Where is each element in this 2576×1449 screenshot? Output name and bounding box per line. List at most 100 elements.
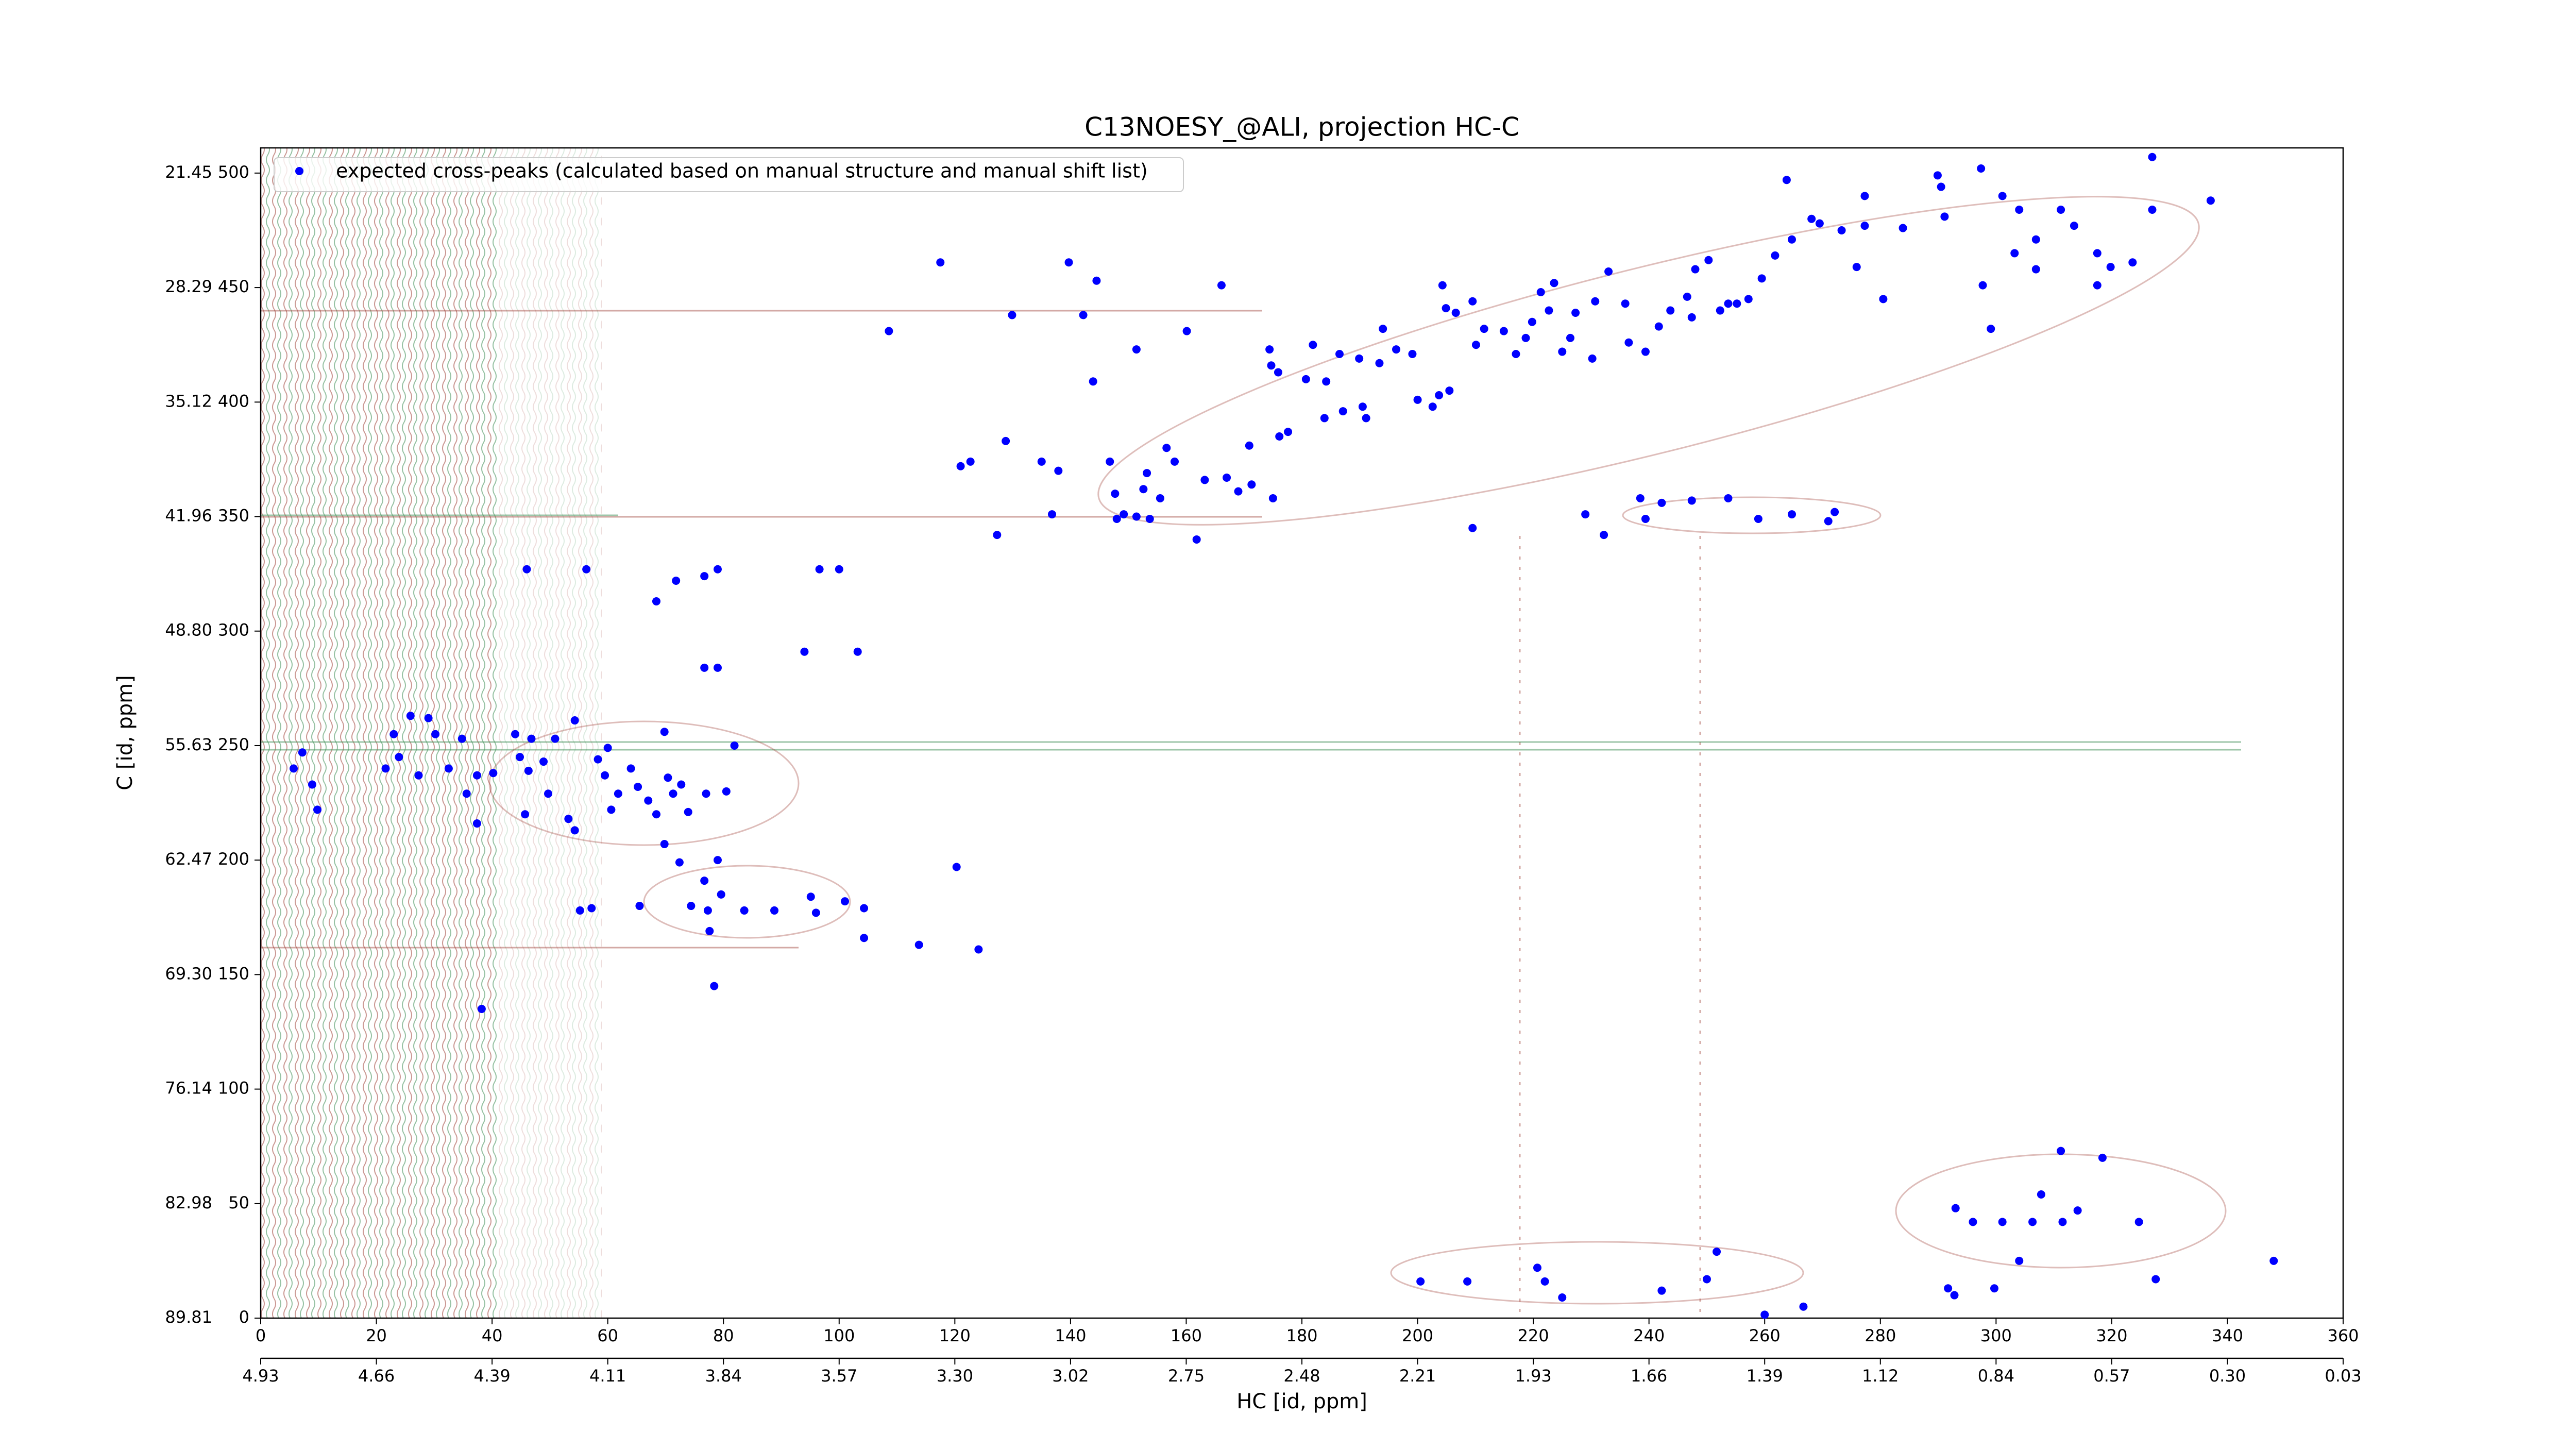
- cross-peak: [2073, 1206, 2082, 1215]
- cross-peak: [1320, 414, 1329, 423]
- cross-peak: [1156, 494, 1164, 502]
- x-ppm-tick-label: 1.93: [1515, 1366, 1551, 1386]
- cross-peak: [914, 940, 923, 949]
- cross-peak: [634, 782, 642, 791]
- cross-peak: [2151, 1275, 2160, 1284]
- cross-peak: [677, 780, 686, 789]
- cross-peak: [1428, 402, 1437, 411]
- x-ppm-tick-label: 2.21: [1399, 1366, 1436, 1386]
- x-tick-label: 20: [366, 1326, 387, 1345]
- cross-peak: [687, 902, 696, 911]
- cross-peak: [575, 906, 584, 915]
- cross-peak: [1724, 494, 1733, 502]
- cross-peak: [1480, 325, 1488, 333]
- cross-peak: [1744, 295, 1753, 304]
- cross-peak: [1624, 338, 1633, 347]
- y-ppm-tick-label: 76.14: [165, 1079, 212, 1098]
- cross-peak: [635, 902, 644, 911]
- cross-peak: [952, 863, 961, 871]
- cross-peak: [462, 789, 471, 798]
- cross-peak: [1987, 325, 1995, 333]
- cross-peak: [684, 807, 692, 816]
- cross-peak: [700, 572, 709, 581]
- x-tick-label: 100: [823, 1326, 855, 1345]
- cross-peak: [2015, 1256, 2024, 1265]
- cross-peak: [2093, 249, 2102, 258]
- y-tick-label: 350: [218, 506, 249, 526]
- cross-peak: [1950, 1291, 1959, 1300]
- cross-peak: [1435, 391, 1444, 399]
- cross-peak: [1416, 1277, 1425, 1286]
- cross-peak: [1200, 476, 1209, 484]
- cross-peak: [1442, 304, 1450, 313]
- cross-peak: [1860, 222, 1869, 230]
- x-ppm-tick-label: 0.30: [2209, 1366, 2246, 1386]
- cross-peak: [1182, 327, 1191, 335]
- x-tick-label: 140: [1055, 1326, 1086, 1345]
- y-axis-label: C [id, ppm]: [113, 675, 137, 790]
- cross-peak: [1716, 306, 1724, 315]
- cross-peak: [570, 826, 579, 835]
- cross-peak: [511, 730, 520, 738]
- y-ppm-tick-label: 28.29: [165, 277, 212, 296]
- x-tick-label: 300: [1980, 1326, 2012, 1345]
- cross-peak: [521, 810, 530, 819]
- cross-peak: [1787, 235, 1796, 244]
- y-ppm-tick-label: 41.96: [165, 506, 212, 526]
- cross-peak: [1621, 299, 1630, 308]
- x-ppm-tick-label: 4.66: [358, 1366, 395, 1386]
- cross-peak: [1990, 1284, 1998, 1293]
- x-ppm-tick-label: 0.57: [2093, 1366, 2130, 1386]
- cross-peak: [313, 805, 322, 814]
- cross-peak: [1064, 258, 1073, 267]
- cross-peak: [1106, 457, 1114, 466]
- cross-peak: [815, 565, 824, 574]
- cross-peak: [381, 764, 390, 773]
- cross-peak: [1588, 354, 1597, 363]
- cross-peak: [406, 712, 415, 720]
- cross-peak: [1754, 514, 1762, 523]
- cross-peak: [444, 764, 453, 773]
- cross-peak: [1757, 274, 1766, 283]
- cross-peak: [1192, 535, 1201, 544]
- cross-peak: [1468, 524, 1477, 532]
- cross-peak: [2148, 153, 2157, 161]
- cross-peak: [1284, 428, 1293, 436]
- y-ppm-tick-label: 69.30: [165, 964, 212, 983]
- cross-peak: [713, 565, 722, 574]
- cross-peak: [1977, 164, 1986, 173]
- cross-peak: [1550, 279, 1558, 288]
- cross-peak: [1445, 386, 1454, 395]
- cross-peak: [1047, 510, 1056, 519]
- x-tick-label: 260: [1749, 1326, 1781, 1345]
- cross-peak: [1852, 263, 1861, 272]
- cross-peak: [1533, 1263, 1541, 1272]
- cross-peak: [1392, 345, 1401, 354]
- cross-peak: [1879, 295, 1888, 304]
- cross-peak: [1641, 514, 1650, 523]
- cross-peak: [1162, 444, 1171, 452]
- cross-peak: [1521, 333, 1530, 342]
- cross-peak: [2057, 205, 2065, 214]
- y-tick-label: 200: [218, 849, 249, 869]
- cross-peak: [1143, 469, 1151, 478]
- cross-peak: [1998, 1218, 2007, 1226]
- cross-peak: [1408, 349, 1417, 358]
- cross-peak: [853, 647, 862, 656]
- cross-peak: [1799, 1302, 1808, 1311]
- cross-peak: [1944, 1284, 1953, 1293]
- cross-peak: [1657, 498, 1666, 507]
- cross-peak: [1571, 308, 1580, 317]
- cross-peak: [1687, 313, 1696, 322]
- cross-peak: [1837, 226, 1846, 234]
- x-ppm-tick-label: 3.02: [1052, 1366, 1089, 1386]
- cross-peak: [1641, 347, 1650, 356]
- cross-peak: [1309, 341, 1317, 349]
- y-tick-label: 300: [218, 620, 249, 640]
- cross-peak: [1092, 276, 1101, 285]
- cross-peak: [1604, 267, 1613, 276]
- cross-peak: [582, 565, 591, 574]
- cross-peak: [652, 597, 660, 605]
- cross-peak: [644, 796, 653, 805]
